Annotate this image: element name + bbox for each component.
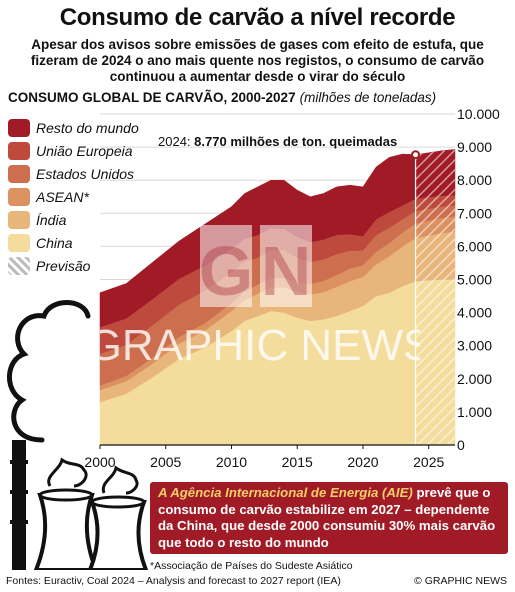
legend-item: China <box>8 233 73 253</box>
y-tick-label: 8.000 <box>457 172 492 188</box>
legend-item: Estados Unidos <box>8 164 134 184</box>
legend-item: ASEAN* <box>8 187 89 207</box>
y-tick-label: 3.000 <box>457 338 492 354</box>
smoke-icon <box>7 300 91 443</box>
legend-item: Previsão <box>8 256 90 276</box>
annotation-2024: 2024: 8.770 milhões de ton. queimadas <box>158 134 397 149</box>
legend-swatch <box>8 142 30 160</box>
sources: Fontes: Euractiv, Coal 2024 – Analysis a… <box>6 575 341 587</box>
credit: © GRAPHIC NEWS <box>414 575 507 587</box>
legend-label: Resto do mundo <box>36 120 139 136</box>
forecast-hatch <box>415 149 455 446</box>
legend-swatch <box>8 119 30 137</box>
area-series <box>99 149 456 446</box>
subtitle: Apesar dos avisos sobre emissões de gase… <box>30 37 485 84</box>
x-tick-label: 2020 <box>347 454 378 470</box>
legend-swatch <box>8 211 30 229</box>
y-tick-label: 0 <box>457 437 465 453</box>
legend-label: Previsão <box>36 258 91 274</box>
annotation-prefix: 2024: <box>158 134 191 149</box>
legend-label: Estados Unidos <box>36 166 135 182</box>
y-tick-label: 6.000 <box>457 238 492 254</box>
legend-label: Índia <box>36 212 67 228</box>
footnote: *Associação de Países do Sudeste Asiátic… <box>150 560 353 572</box>
legend-swatch <box>8 165 30 183</box>
x-tick-label: 2025 <box>413 454 444 470</box>
y-tick-label: 7.000 <box>457 205 492 221</box>
legend-swatch <box>8 257 30 275</box>
info-box: A Agência Internacional de Energia (AIE)… <box>150 482 508 554</box>
legend-item: Índia <box>8 210 66 230</box>
chart-heading: CONSUMO GLOBAL DE CARVÃO, 2000-2027 (milh… <box>8 90 436 105</box>
y-tick-label: 4.000 <box>457 305 492 321</box>
x-tick-label: 2005 <box>150 454 181 470</box>
legend-item: Resto do mundo <box>8 118 139 138</box>
marker-2024 <box>411 150 421 160</box>
y-tick-label: 9.000 <box>457 139 492 155</box>
legend-label: União Europeia <box>36 143 133 159</box>
axes: 0 1.000 2.000 3.000 4.000 5.000 6.000 7.000 8.00… <box>84 106 500 470</box>
y-tick-label: 2.000 <box>457 371 492 387</box>
chimney-icon <box>12 440 26 570</box>
chart-heading-title: CONSUMO GLOBAL DE CARVÃO, 2000-2027 <box>8 90 296 105</box>
cooling-tower-icon <box>33 493 99 570</box>
x-tick-label: 2010 <box>216 454 247 470</box>
x-tick-label: 2000 <box>84 454 115 470</box>
info-box-text: prevê que o consumo de carvão estabilize… <box>158 485 496 550</box>
legend-item: União Europeia <box>8 141 133 161</box>
power-plant-illustration <box>7 300 149 570</box>
annotation-value: 8.770 milhões de ton. queimadas <box>194 134 398 149</box>
y-tick-label: 1.000 <box>457 404 492 420</box>
x-tick-label: 2015 <box>282 454 313 470</box>
y-tick-label: 5.000 <box>457 272 492 288</box>
legend-swatch <box>8 234 30 252</box>
annotation-marker <box>411 150 421 160</box>
y-tick-label: 10.000 <box>457 106 500 122</box>
cooling-tower-icon-2 <box>87 500 149 570</box>
chart-heading-unit: (milhões de toneladas) <box>299 90 437 105</box>
legend-swatch <box>8 188 30 206</box>
forecast-region <box>414 149 455 446</box>
legend-label: ASEAN* <box>36 189 89 205</box>
legend-label: China <box>36 235 73 251</box>
info-box-highlight: A Agência Internacional de Energia (AIE) <box>158 485 413 500</box>
page-title: Consumo de carvão a nível recorde <box>59 4 456 31</box>
